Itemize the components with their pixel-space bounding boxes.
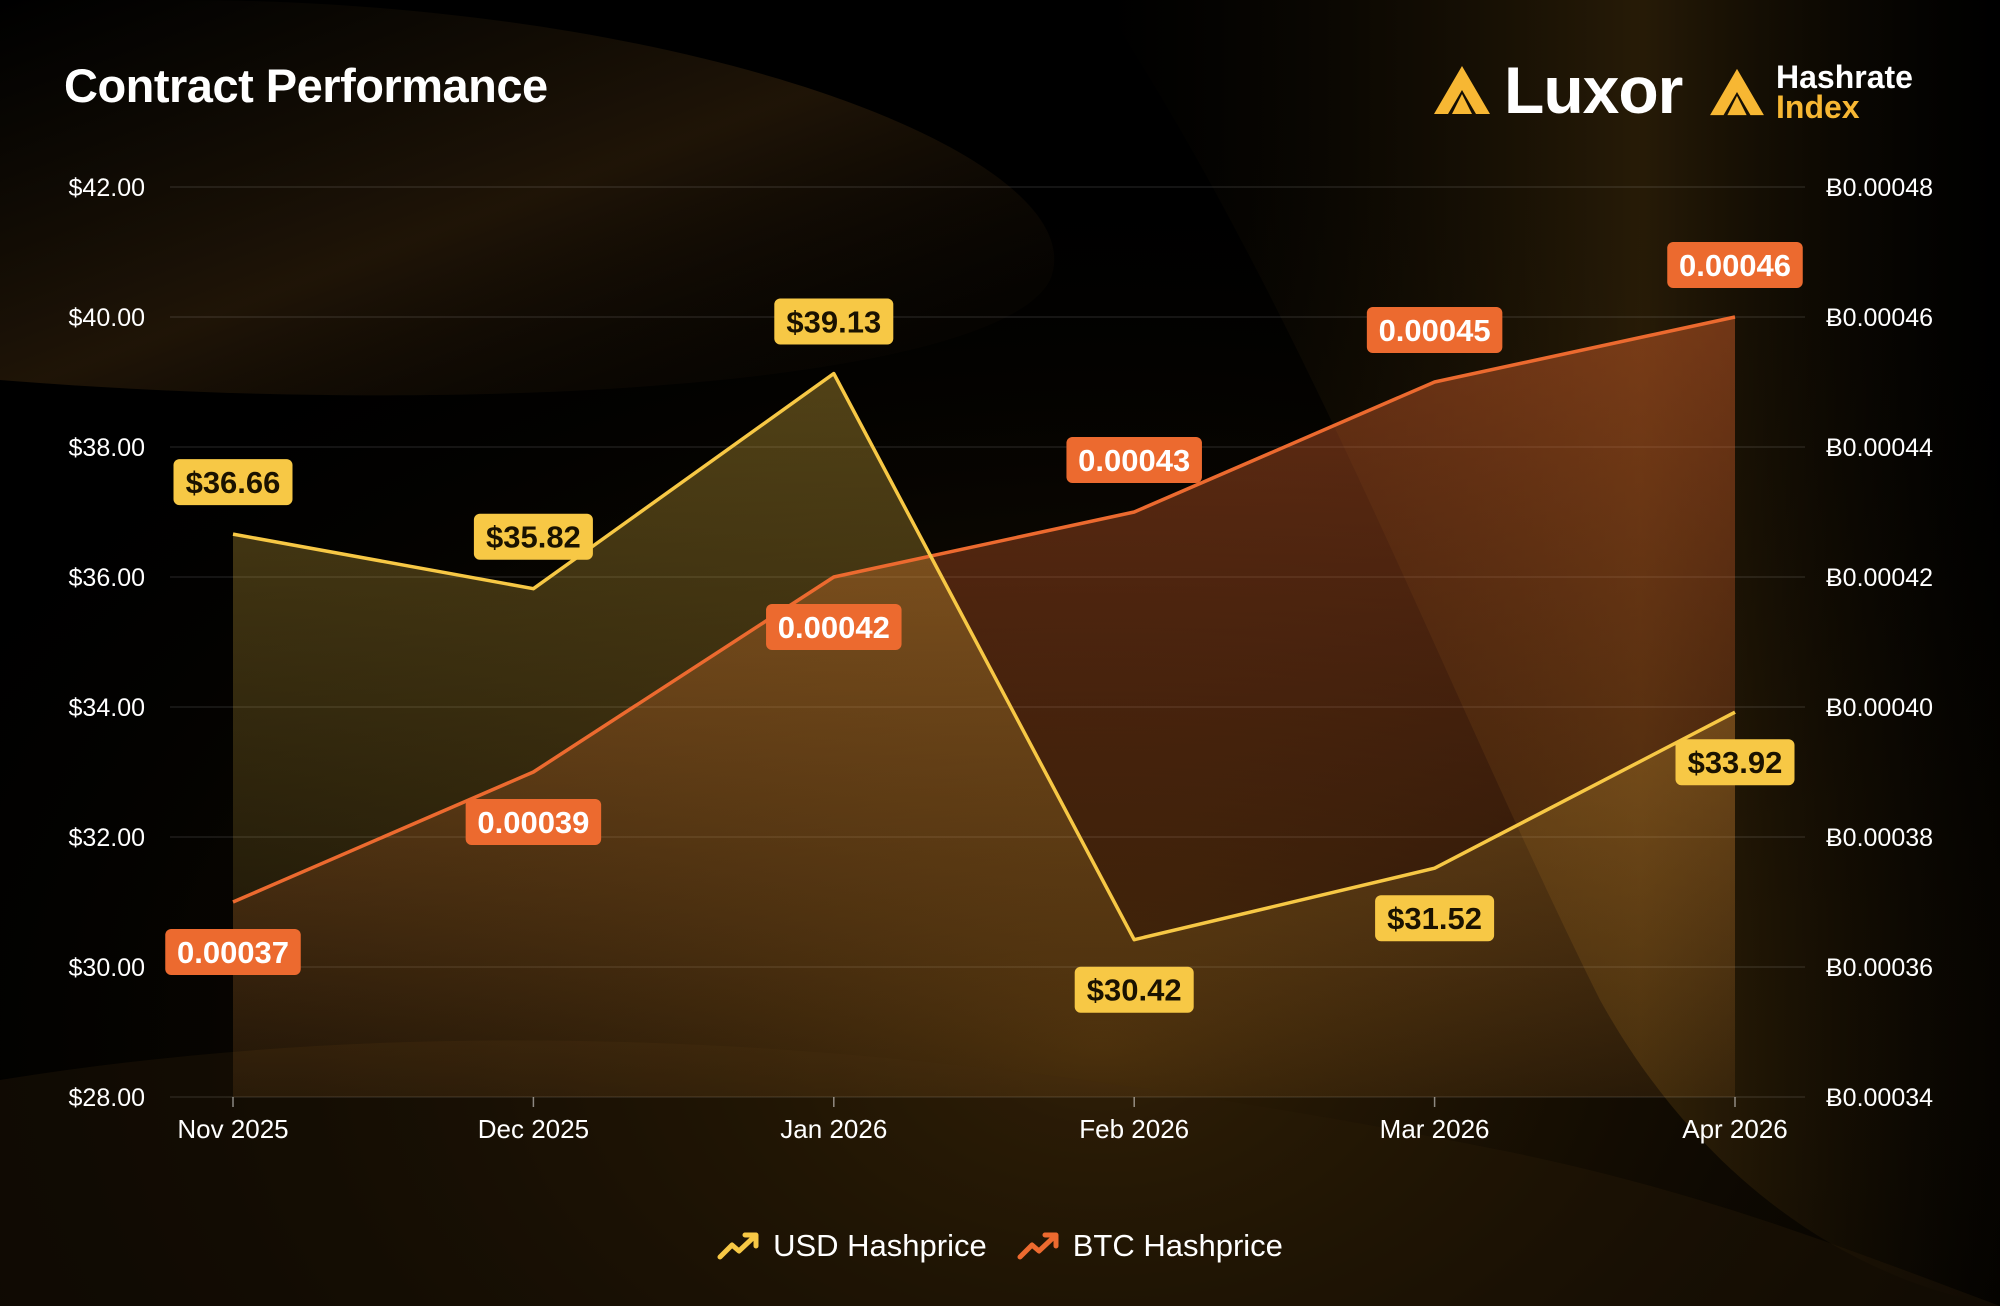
btc-data-label: 0.00042 xyxy=(766,604,902,650)
chart-title: Contract Performance xyxy=(64,59,548,112)
y-right-tick-label: Ƀ0.00046 xyxy=(1826,304,1933,332)
usd-data-label: $39.13 xyxy=(774,298,894,345)
usd-data-label-text: $35.82 xyxy=(486,520,581,555)
legend-item-btc[interactable]: BTC Hashprice xyxy=(1017,1228,1283,1264)
y-left-tick-label: $32.00 xyxy=(69,824,145,852)
btc-data-label-bg xyxy=(1667,242,1803,288)
usd-data-label-bg xyxy=(173,459,293,506)
usd-hashprice-line xyxy=(232,371,1736,942)
usd-data-label: $30.42 xyxy=(1074,966,1194,1013)
btc-data-label-text: 0.00037 xyxy=(177,935,289,970)
hashrate-index-logo-icon xyxy=(1710,68,1764,116)
y-right-tick-label: Ƀ0.00038 xyxy=(1826,824,1933,852)
trend-up-icon xyxy=(1017,1232,1059,1260)
legend-label-btc: BTC Hashprice xyxy=(1072,1228,1283,1263)
y-right-tick-label: Ƀ0.00044 xyxy=(1826,434,1933,462)
usd-data-label-bg xyxy=(774,298,894,345)
usd-hashprice-area xyxy=(233,373,1735,1097)
btc-data-label-text: 0.00042 xyxy=(778,610,890,645)
btc-data-label: 0.00039 xyxy=(465,799,602,845)
hashrate-index-logo-line2: Index xyxy=(1776,89,1860,125)
y-right-tick-label: Ƀ0.00040 xyxy=(1826,694,1933,722)
luxor-logo-wordmark: Luxor xyxy=(1504,53,1683,127)
btc-data-label-bg xyxy=(766,604,902,650)
btc-data-label-bg xyxy=(465,799,602,845)
usd-data-label-text: $33.92 xyxy=(1688,745,1783,780)
legend-item-usd[interactable]: USD Hashprice xyxy=(717,1228,987,1264)
y-right-tick-label: Ƀ0.00036 xyxy=(1826,954,1933,982)
usd-data-label: $36.66 xyxy=(173,459,293,506)
x-tick-label: Apr 2026 xyxy=(1682,1114,1788,1144)
usd-data-label: $35.82 xyxy=(473,513,593,560)
btc-data-label: 0.00045 xyxy=(1366,307,1503,353)
btc-data-label: 0.00043 xyxy=(1066,437,1202,483)
luxor-logo-icon xyxy=(1434,66,1490,114)
legend: USD Hashprice BTC Hashprice xyxy=(0,1228,2000,1264)
usd-data-label: $31.52 xyxy=(1375,895,1495,942)
y-left-tick-label: $42.00 xyxy=(69,174,145,202)
y-left-tick-label: $30.00 xyxy=(69,954,145,982)
btc-data-label-text: 0.00046 xyxy=(1679,248,1791,283)
x-tick-label: Nov 2025 xyxy=(177,1114,288,1144)
usd-data-label-text: $36.66 xyxy=(186,465,281,500)
y-right-tick-label: Ƀ0.00034 xyxy=(1826,1084,1933,1112)
y-right-tick-label: Ƀ0.00048 xyxy=(1826,174,1933,202)
usd-data-label-text: $31.52 xyxy=(1387,901,1482,936)
y-left-tick-label: $36.00 xyxy=(69,564,145,592)
btc-data-label-bg xyxy=(1366,307,1503,353)
btc-data-label-bg xyxy=(1066,437,1202,483)
y-left-tick-label: $38.00 xyxy=(69,434,145,462)
btc-data-label: 0.00037 xyxy=(165,929,301,975)
usd-data-label: $33.92 xyxy=(1675,739,1795,786)
hashrate-index-logo-line1: Hashrate xyxy=(1776,58,1913,95)
y-right-tick-label: Ƀ0.00042 xyxy=(1826,564,1933,592)
x-tick-label: Feb 2026 xyxy=(1079,1114,1189,1144)
luxor-logo: Luxor xyxy=(1432,53,1683,127)
usd-data-label-bg xyxy=(1074,966,1194,1013)
legend-label-usd: USD Hashprice xyxy=(773,1228,987,1263)
hashrate-index-logo: Hashrate Index xyxy=(1708,58,1913,126)
x-tick-label: Dec 2025 xyxy=(478,1114,589,1144)
btc-data-label-text: 0.00039 xyxy=(477,805,589,840)
btc-data-label-bg xyxy=(165,929,301,975)
usd-data-label-text: $30.42 xyxy=(1087,973,1182,1008)
btc-hashprice-line xyxy=(232,315,1736,904)
btc-data-label-text: 0.00045 xyxy=(1379,313,1491,348)
usd-data-label-bg xyxy=(1675,739,1795,786)
usd-data-label-bg xyxy=(473,513,593,560)
usd-data-label-text: $39.13 xyxy=(786,305,881,340)
btc-data-label: 0.00046 xyxy=(1667,242,1803,288)
y-left-tick-label: $28.00 xyxy=(69,1084,145,1112)
btc-data-label-text: 0.00043 xyxy=(1078,443,1190,478)
usd-data-label-bg xyxy=(1375,895,1495,942)
trend-up-icon xyxy=(717,1232,759,1260)
y-left-tick-label: $34.00 xyxy=(69,694,145,722)
x-tick-label: Jan 2026 xyxy=(780,1114,887,1144)
y-left-tick-label: $40.00 xyxy=(69,304,145,332)
x-tick-label: Mar 2026 xyxy=(1380,1114,1490,1144)
